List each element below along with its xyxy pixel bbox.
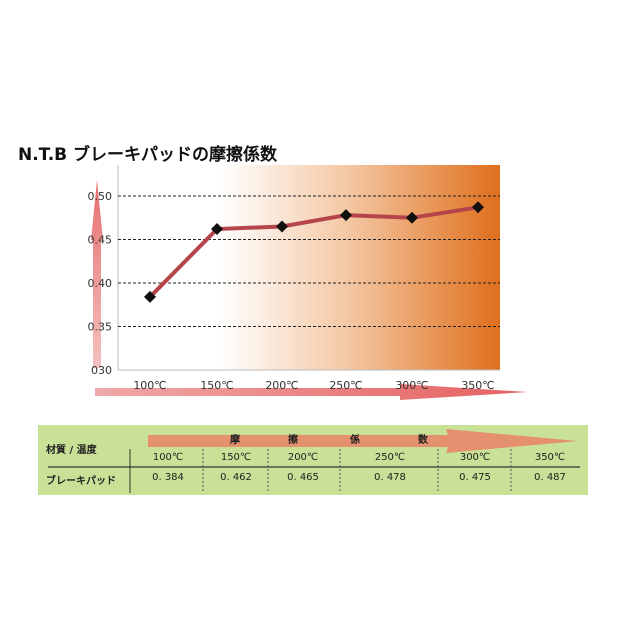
- y-arrow: [91, 180, 103, 368]
- x-tick-label: 250℃: [329, 379, 362, 392]
- table-value: 0. 384: [152, 472, 184, 483]
- arrow-label-4: 数: [418, 435, 428, 446]
- table-value: 0. 487: [534, 472, 566, 483]
- table-column-header: 300℃: [459, 452, 491, 463]
- y-tick-label: 0.50: [88, 190, 113, 203]
- data-point: [472, 201, 484, 214]
- arrow-label-2: 擦: [288, 435, 298, 446]
- y-tick-label: 0.35: [88, 321, 113, 334]
- arrow-label-3: 係: [350, 435, 360, 446]
- table-header-label: 材質 / 温度: [46, 445, 97, 456]
- table-column-header: 250℃: [374, 452, 406, 463]
- series-line: [148, 205, 479, 299]
- x-tick-label: 350℃: [461, 379, 494, 392]
- data-point: [144, 290, 156, 303]
- table-value: 0. 462: [220, 472, 252, 483]
- x-tick-label: 300℃: [395, 379, 428, 392]
- y-tick-label: 0.40: [88, 277, 113, 290]
- x-arrow: [95, 384, 528, 400]
- table-value: 0. 465: [287, 472, 319, 483]
- friction-chart: 030 0.35 0.40 0.45 0.50 100℃ 150℃ 200℃ 250℃ 300℃ 3…: [88, 165, 528, 400]
- data-point: [340, 209, 352, 222]
- table-column-header: 200℃: [287, 452, 319, 463]
- friction-table: 材質 / 温度 摩 擦 係 数 ブレーキパッド 100℃ 0. 384 150℃ 0.…: [38, 425, 588, 495]
- data-point: [276, 220, 288, 233]
- x-tick-label: 100℃: [133, 379, 166, 392]
- y-tick-label: 030: [91, 364, 112, 377]
- table-value: 0. 478: [374, 472, 406, 483]
- row-label: ブレーキパッド: [46, 476, 116, 487]
- table-column-header: 150℃: [220, 452, 252, 463]
- x-tick-label: 200℃: [265, 379, 298, 392]
- table-column-header: 100℃: [152, 452, 184, 463]
- data-point: [406, 211, 418, 224]
- table-value: 0. 475: [459, 472, 491, 483]
- arrow-label-1: 摩: [230, 435, 240, 446]
- y-tick-label: 0.45: [88, 234, 113, 247]
- table-column-header: 350℃: [534, 452, 566, 463]
- x-tick-label: 150℃: [200, 379, 233, 392]
- chart-title: N.T.B ブレーキパッドの摩擦係数: [18, 145, 278, 165]
- data-point: [211, 223, 223, 236]
